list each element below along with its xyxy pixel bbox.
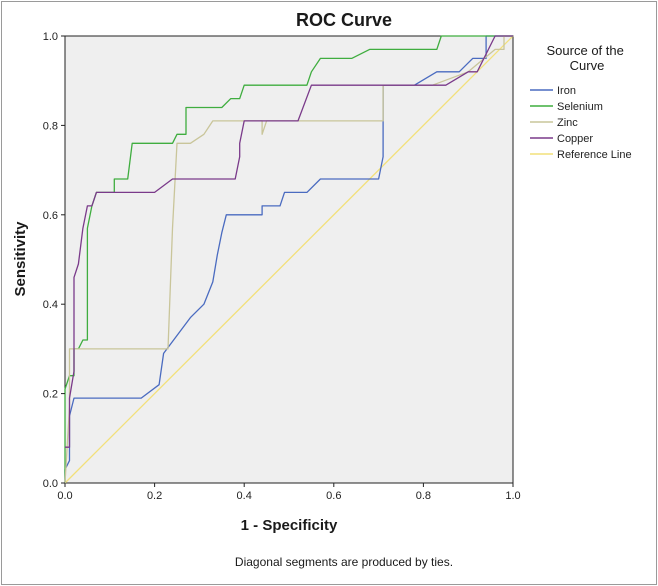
series-line-reference-line [64, 35, 514, 484]
y-tick-label: 1.0 [43, 31, 58, 43]
legend-title-line-1: Source of the [547, 43, 624, 58]
y-tick-label: 0.8 [43, 120, 58, 132]
chart-title: ROC Curve [296, 10, 392, 30]
series-line-copper [65, 35, 513, 448]
svg-text:Source of the Curve: Source of the Curve [547, 43, 628, 73]
legend-items: Iron Selenium Zinc Copper Reference Line [530, 85, 632, 161]
legend-label: Selenium [557, 101, 603, 113]
x-tick-label: 0.4 [237, 490, 252, 502]
legend-label: Zinc [557, 117, 578, 129]
y-axis-title: Sensitivity [12, 221, 29, 297]
x-tick-label: 1.0 [505, 490, 520, 502]
legend-label: Reference Line [557, 149, 632, 161]
series-line-zinc [64, 35, 513, 484]
series-line-iron [64, 35, 513, 483]
legend-title-line-2: Curve [570, 58, 605, 73]
y-tick-label: 0.6 [43, 210, 58, 222]
legend: Source of the Curve Iron Selenium Zinc Copp… [530, 43, 632, 161]
x-tick-label: 0.2 [147, 490, 162, 502]
y-tick-label: 0.2 [43, 389, 58, 401]
y-tick-label: 0.4 [43, 299, 58, 311]
legend-label: Iron [557, 85, 576, 97]
x-tick-label: 0.8 [416, 490, 431, 502]
x-tick-label: 0.6 [326, 490, 341, 502]
legend-label: Copper [557, 133, 593, 145]
series-layer [64, 35, 514, 484]
x-tick-label: 0.0 [57, 490, 72, 502]
series-line-selenium [64, 35, 513, 483]
footnote: Diagonal segments are produced by ties. [235, 555, 453, 569]
x-axis-title: 1 - Specificity [241, 517, 338, 534]
y-tick-label: 0.0 [43, 478, 58, 490]
axis-ticks: 0.0 0.2 0.4 0.6 0.8 1.0 0.0 0.2 0.4 0.6 0.8 1.0 [43, 31, 521, 502]
